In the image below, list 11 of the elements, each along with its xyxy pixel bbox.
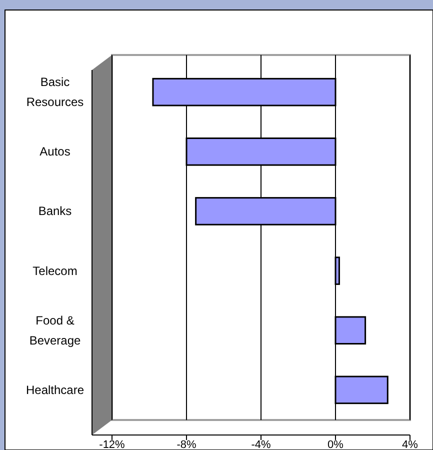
y-tick-label: Autos <box>40 144 70 159</box>
y-tick-label: Basic Resources <box>26 75 84 110</box>
y-tick-label: Telecom <box>32 264 78 278</box>
x-tick-label: 0% <box>328 439 344 450</box>
x-tick-label: -12% <box>99 439 126 450</box>
x-tick-label: -8% <box>176 439 196 450</box>
y-tick-label: Food & Beverage <box>29 313 82 348</box>
y-tick-label: Banks <box>38 204 72 218</box>
y-tick-label: Healthcare <box>26 382 84 397</box>
x-tick-label: -4% <box>251 439 271 450</box>
x-tick-label: 4% <box>402 439 418 450</box>
